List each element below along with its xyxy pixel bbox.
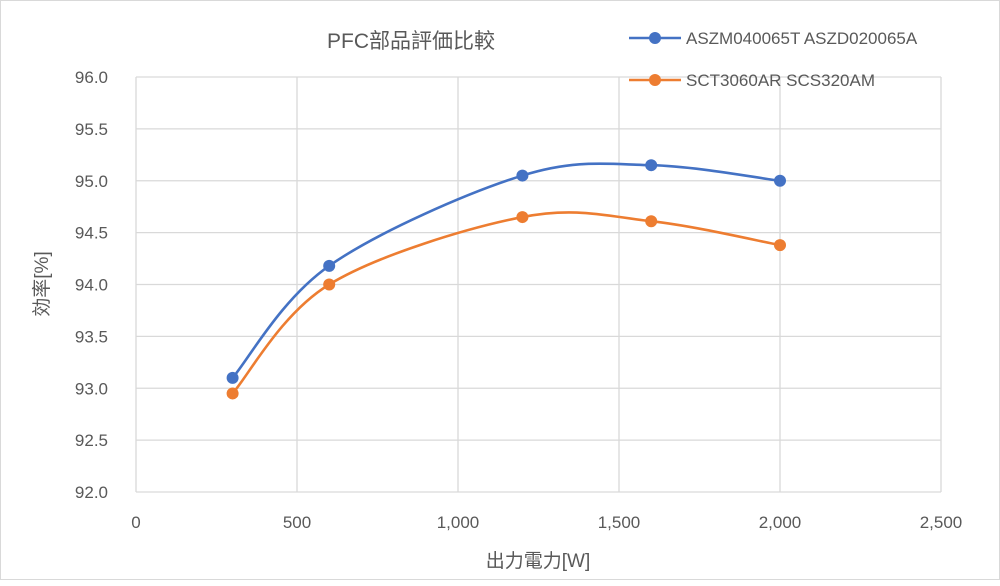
y-tick-label: 93.5 bbox=[75, 327, 108, 346]
data-point bbox=[516, 169, 529, 182]
data-point bbox=[323, 259, 336, 272]
data-point bbox=[226, 371, 239, 384]
series-points bbox=[226, 159, 786, 400]
series-line-2 bbox=[231, 211, 781, 395]
data-point bbox=[226, 387, 239, 400]
x-tick-label: 2,500 bbox=[920, 513, 963, 532]
data-point bbox=[516, 211, 529, 224]
x-axis-label: 出力電力[W] bbox=[486, 550, 591, 572]
legend-label-1: ASZM040065T ASZD020065A bbox=[686, 29, 918, 48]
gridlines bbox=[135, 76, 942, 493]
data-point bbox=[774, 239, 786, 252]
data-point bbox=[645, 215, 658, 228]
data-point bbox=[323, 278, 336, 291]
y-axis-ticks: 92.0 92.5 93.0 93.5 94.0 94.5 95.0 95.5 96.0 bbox=[75, 68, 108, 502]
y-tick-label: 92.0 bbox=[75, 483, 108, 502]
data-point bbox=[774, 174, 786, 187]
x-tick-label: 2,000 bbox=[759, 513, 802, 532]
y-tick-label: 95.5 bbox=[75, 120, 108, 139]
legend-marker-2 bbox=[649, 74, 661, 86]
y-tick-label: 93.0 bbox=[75, 379, 108, 398]
data-point bbox=[645, 159, 658, 172]
y-tick-label: 95.0 bbox=[75, 172, 108, 191]
legend: ASZM040065T ASZD020065A SCT3060AR SCS320A… bbox=[629, 29, 918, 90]
x-tick-label: 1,000 bbox=[437, 513, 480, 532]
legend-label-2: SCT3060AR SCS320AM bbox=[686, 71, 875, 90]
chart-title: PFC部品評価比較 bbox=[327, 30, 495, 53]
series-line-1 bbox=[231, 162, 781, 379]
y-tick-label: 94.0 bbox=[75, 276, 108, 295]
x-tick-label: 0 bbox=[131, 513, 140, 532]
y-tick-label: 94.5 bbox=[75, 224, 108, 243]
x-tick-label: 1,500 bbox=[598, 513, 641, 532]
series-lines bbox=[231, 162, 781, 395]
y-axis-label: 効率[%] bbox=[31, 251, 53, 316]
legend-marker-1 bbox=[649, 32, 661, 44]
x-axis-ticks: 0 500 1,000 1,500 2,000 2,500 bbox=[131, 513, 962, 532]
y-tick-label: 92.5 bbox=[75, 431, 108, 450]
x-tick-label: 500 bbox=[283, 513, 311, 532]
y-tick-label: 96.0 bbox=[75, 68, 108, 87]
